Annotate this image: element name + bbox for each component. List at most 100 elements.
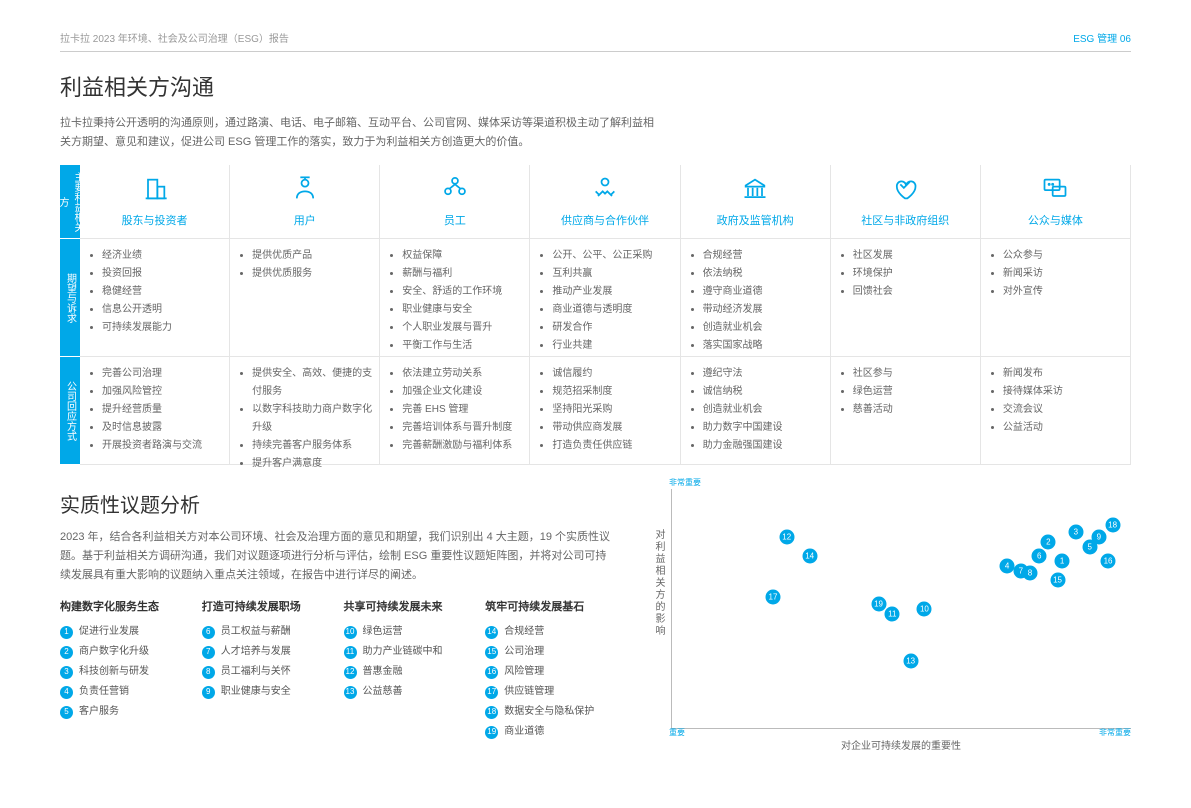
list-item: 创造就业机会 [703, 401, 824, 419]
section2-title: 实质性议题分析 [60, 489, 611, 518]
topic-item: 4 负责任营销 [60, 682, 186, 702]
topic-label: 促进行业发展 [79, 622, 139, 642]
topic-label: 助力产业链碳中和 [363, 642, 443, 662]
list-item: 完善公司治理 [102, 365, 223, 383]
topic-label: 职业健康与安全 [221, 682, 291, 702]
list-item: 公益活动 [1003, 419, 1124, 437]
list-item: 提升客户满意度 [252, 455, 373, 473]
topic-number-badge: 10 [344, 626, 357, 639]
stakeholder-col: 股东与投资者经济业绩投资回报稳健经营信息公开透明可持续发展能力完善公司治理加强风… [80, 165, 230, 465]
topic-item: 17供应链管理 [485, 682, 611, 702]
list-item: 及时信息披露 [102, 419, 223, 437]
list-item: 提升经营质量 [102, 401, 223, 419]
theme-heading: 构建数字化服务生态 [60, 598, 186, 614]
list-item: 以数字科技助力商户数字化升级 [252, 401, 373, 437]
stakeholder-col: 供应商与合作伙伴公开、公平、公正采购互利共赢推动产业发展商业道德与透明度研发合作… [530, 165, 680, 465]
handshake-icon [591, 175, 619, 206]
topic-label: 员工权益与薪酬 [221, 622, 291, 642]
list-item: 稳健经营 [102, 283, 223, 301]
list-item: 交流会议 [1003, 401, 1124, 419]
row-label: 期望与诉求 [60, 239, 80, 357]
topic-item: 7人才培养与发展 [202, 642, 328, 662]
topic-item: 1促进行业发展 [60, 622, 186, 642]
user-icon [291, 175, 319, 206]
list-item: 坚持阳光采购 [552, 401, 673, 419]
list-item: 绿色运营 [853, 383, 974, 401]
list-item: 创造就业机会 [703, 319, 824, 337]
topic-item: 6员工权益与薪酬 [202, 622, 328, 642]
scatter-plot: 12345678910111213141516171819 [671, 489, 1131, 729]
topic-number-badge: 19 [485, 726, 498, 739]
topic-number-badge: 3 [60, 666, 73, 679]
table-cell: 完善公司治理加强风险管控提升经营质量及时信息披露开展投资者路演与交流 [80, 357, 229, 465]
topic-label: 科技创新与研发 [79, 662, 149, 682]
topic-label: 负责任营销 [79, 682, 129, 702]
list-item: 推动产业发展 [552, 283, 673, 301]
stakeholder-col: 员工权益保障薪酬与福利安全、舒适的工作环境职业健康与安全个人职业发展与晋升平衡工… [380, 165, 530, 465]
table-cell: 提供安全、高效、便捷的支付服务以数字科技助力商户数字化升级持续完善客户服务体系提… [230, 357, 379, 465]
topic-label: 商户数字化升级 [79, 642, 149, 662]
stakeholder-label: 股东与投资者 [122, 212, 188, 228]
section1-intro: 拉卡拉秉持公开透明的沟通原则，通过路演、电话、电子邮箱、互动平台、公司官网、媒体… [60, 114, 660, 151]
list-item: 完善薪酬激励与福利体系 [402, 437, 523, 455]
list-item: 薪酬与福利 [402, 265, 523, 283]
list-item: 公众参与 [1003, 247, 1124, 265]
list-item: 提供优质产品 [252, 247, 373, 265]
axis-corner: 非常重要 [669, 477, 701, 488]
row-label: 主要利益相关方 [60, 165, 80, 239]
stakeholder-table: 主要利益相关方 期望与诉求 公司回应方式 股东与投资者经济业绩投资回报稳健经营信… [60, 165, 1131, 465]
stakeholder-label: 供应商与合作伙伴 [561, 212, 649, 228]
table-cell: 公开、公平、公正采购互利共赢推动产业发展商业道德与透明度研发合作行业共建 [530, 239, 679, 357]
stakeholder-label: 社区与非政府组织 [861, 212, 949, 228]
topic-number-badge: 4 [60, 686, 73, 699]
scatter-point: 17 [765, 589, 780, 604]
topic-label: 普惠金融 [363, 662, 403, 682]
topic-label: 公益慈善 [363, 682, 403, 702]
topic-item: 16风险管理 [485, 662, 611, 682]
topic-item: 15 公司治理 [485, 642, 611, 662]
table-cell: 经济业绩投资回报稳健经营信息公开透明可持续发展能力 [80, 239, 229, 357]
list-item: 可持续发展能力 [102, 319, 223, 337]
topic-number-badge: 2 [60, 646, 73, 659]
list-item: 权益保障 [402, 247, 523, 265]
topic-number-badge: 9 [202, 686, 215, 699]
topic-label: 风险管理 [504, 662, 544, 682]
chat-icon [1041, 175, 1069, 206]
list-item: 慈善活动 [853, 401, 974, 419]
topic-item: 18数据安全与隐私保护 [485, 702, 611, 722]
scatter-point: 8 [1023, 566, 1038, 581]
list-item: 依法纳税 [703, 265, 824, 283]
list-item: 投资回报 [102, 265, 223, 283]
scatter-point: 4 [1000, 558, 1015, 573]
list-item: 开展投资者路演与交流 [102, 437, 223, 455]
list-item: 持续完善客户服务体系 [252, 437, 373, 455]
topic-item: 5客户服务 [60, 702, 186, 722]
table-cell: 诚信履约规范招采制度坚持阳光采购带动供应商发展打造负责任供应链 [530, 357, 679, 465]
scatter-point: 3 [1068, 525, 1083, 540]
scatter-point: 2 [1041, 534, 1056, 549]
list-item: 个人职业发展与晋升 [402, 319, 523, 337]
section2-intro: 2023 年，结合各利益相关方对本公司环境、社会及治理方面的意见和期望，我们识别… [60, 528, 611, 584]
stakeholder-label: 公众与媒体 [1028, 212, 1083, 228]
topic-label: 合规经营 [504, 622, 544, 642]
table-cell: 公众参与新闻采访对外宣传 [981, 239, 1130, 357]
list-item: 遵纪守法 [703, 365, 824, 383]
gov-icon [741, 175, 769, 206]
list-item: 社区参与 [853, 365, 974, 383]
topic-label: 公司治理 [504, 642, 544, 662]
list-item: 安全、舒适的工作环境 [402, 283, 523, 301]
scatter-point: 9 [1091, 530, 1106, 545]
table-cell: 新闻发布接待媒体采访交流会议公益活动 [981, 357, 1130, 465]
stakeholder-label: 用户 [294, 212, 316, 228]
topic-label: 商业道德 [504, 722, 544, 742]
list-item: 平衡工作与生活 [402, 337, 523, 355]
list-item: 提供安全、高效、便捷的支付服务 [252, 365, 373, 401]
list-item: 研发合作 [552, 319, 673, 337]
list-item: 诚信履约 [552, 365, 673, 383]
table-cell: 合规经营依法纳税遵守商业道德带动经济发展创造就业机会落实国家战略 [681, 239, 830, 357]
list-item: 社区发展 [853, 247, 974, 265]
topic-number-badge: 15 [485, 646, 498, 659]
list-item: 商业道德与透明度 [552, 301, 673, 319]
topic-label: 员工福利与关怀 [221, 662, 291, 682]
topic-label: 绿色运营 [363, 622, 403, 642]
